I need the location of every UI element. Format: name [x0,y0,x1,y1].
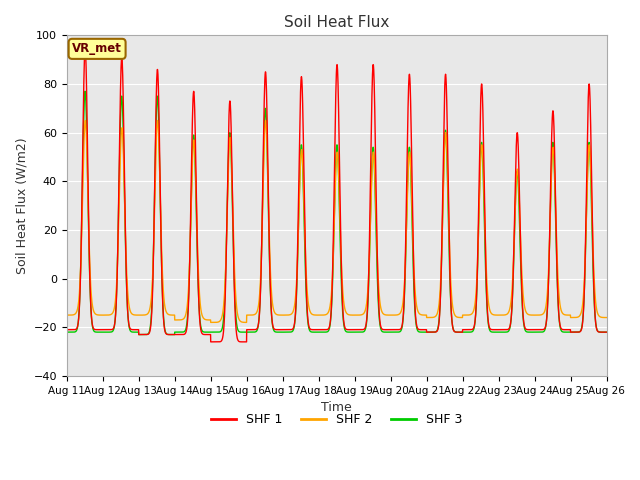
SHF 1 [207,339,214,345]
SHF 1 [399,318,406,324]
Legend: SHF 1, SHF 2, SHF 3: SHF 1, SHF 2, SHF 3 [206,408,467,431]
SHF 2 [602,315,610,321]
SHF 1 [81,45,89,50]
Line: SHF 1: SHF 1 [67,48,607,342]
SHF 1 [63,327,70,333]
SHF 3 [602,329,610,335]
Line: SHF 3: SHF 3 [67,91,607,335]
SHF 2 [262,118,269,123]
SHF 1 [602,329,610,335]
Title: Soil Heat Flux: Soil Heat Flux [284,15,389,30]
SHF 1 [390,327,397,333]
SHF 3 [390,329,397,335]
SHF 3 [399,319,406,325]
SHF 1 [179,332,186,337]
X-axis label: Time: Time [321,401,352,414]
SHF 2 [603,315,611,321]
SHF 3 [179,329,186,335]
SHF 2 [399,301,406,307]
SHF 2 [552,196,559,202]
SHF 1 [214,339,221,345]
SHF 1 [603,329,611,335]
SHF 2 [63,312,70,318]
SHF 2 [207,320,214,325]
SHF 3 [81,88,89,94]
SHF 1 [552,191,559,197]
Y-axis label: Soil Heat Flux (W/m2): Soil Heat Flux (W/m2) [15,137,28,274]
SHF 3 [214,329,221,335]
SHF 3 [135,332,143,337]
Text: VR_met: VR_met [72,42,122,55]
SHF 2 [179,317,186,323]
SHF 2 [390,312,397,318]
SHF 3 [552,208,559,214]
Line: SHF 2: SHF 2 [67,120,607,323]
SHF 3 [603,329,611,335]
SHF 3 [63,329,70,335]
SHF 2 [214,319,221,325]
